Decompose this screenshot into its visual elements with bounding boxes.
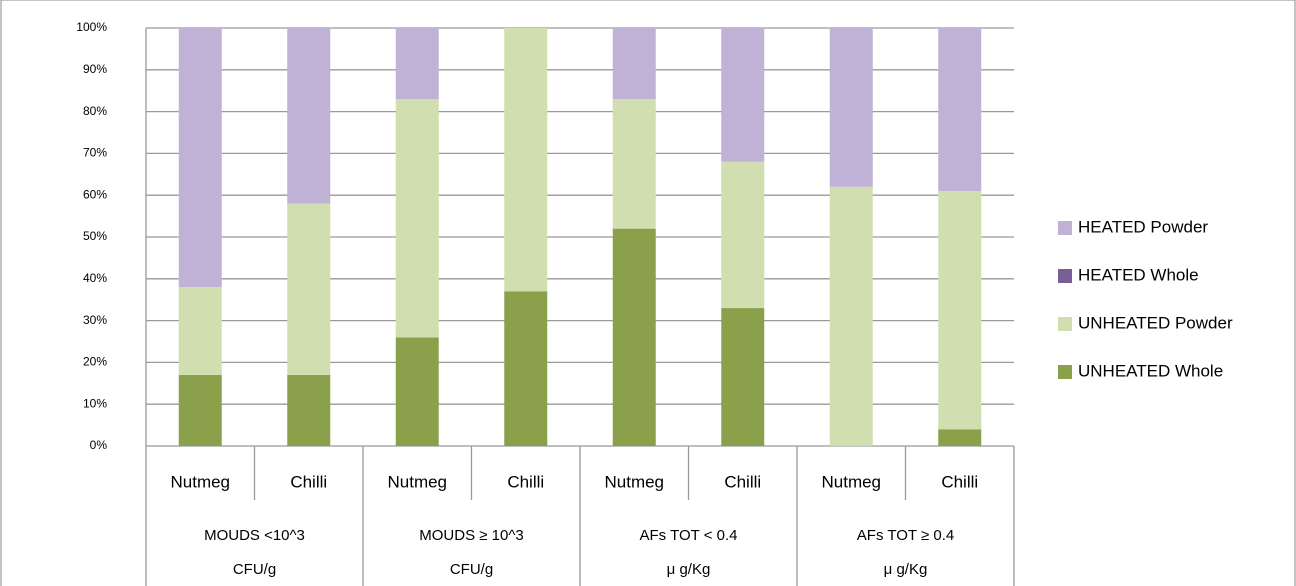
legend-label: UNHEATED Powder bbox=[1078, 313, 1233, 332]
bar-segment bbox=[178, 374, 222, 446]
legend-swatch bbox=[1058, 365, 1072, 379]
bar-segment bbox=[829, 28, 873, 187]
bar-segment bbox=[829, 186, 873, 446]
x-tick-label: Chilli bbox=[290, 472, 327, 491]
bar-segment bbox=[395, 99, 439, 338]
legend-label: HEATED Powder bbox=[1078, 217, 1208, 236]
bar-segment bbox=[721, 28, 765, 162]
legend-swatch bbox=[1058, 269, 1072, 283]
group-label: AFs TOT ≥ 0.4 bbox=[857, 527, 954, 544]
bar-segment bbox=[721, 308, 765, 446]
y-tick-label: 100% bbox=[76, 20, 107, 34]
bar-segment bbox=[938, 28, 982, 192]
group-label: CFU/g bbox=[450, 561, 493, 578]
group-label: μ g/Kg bbox=[667, 561, 711, 578]
x-tick-label: Nutmeg bbox=[170, 472, 230, 491]
group-label: AFs TOT < 0.4 bbox=[640, 527, 738, 544]
y-tick-label: 70% bbox=[83, 146, 107, 160]
legend-label: UNHEATED Whole bbox=[1078, 361, 1223, 380]
y-tick-label: 90% bbox=[83, 62, 107, 76]
x-tick-label: Chilli bbox=[507, 472, 544, 491]
y-tick-label: 80% bbox=[83, 104, 107, 118]
x-tick-label: Nutmeg bbox=[821, 472, 881, 491]
y-tick-label: 20% bbox=[83, 355, 107, 369]
legend-swatch bbox=[1058, 221, 1072, 235]
bar-segment bbox=[938, 191, 982, 430]
x-tick-label: Nutmeg bbox=[604, 472, 664, 491]
bar-segment bbox=[178, 287, 222, 375]
group-label: CFU/g bbox=[233, 561, 276, 578]
y-tick-label: 40% bbox=[83, 271, 107, 285]
group-label: MOUDS <10^3 bbox=[204, 527, 305, 544]
y-tick-label: 0% bbox=[90, 438, 108, 452]
legend-label: HEATED Whole bbox=[1078, 265, 1199, 284]
bar-segment bbox=[504, 291, 548, 446]
legend-swatch bbox=[1058, 317, 1072, 331]
x-tick-label: Nutmeg bbox=[387, 472, 447, 491]
y-tick-label: 30% bbox=[83, 313, 107, 327]
bar-segment bbox=[612, 228, 656, 446]
bar-segment bbox=[395, 337, 439, 446]
bar-segment bbox=[938, 429, 982, 446]
y-tick-label: 10% bbox=[83, 396, 107, 410]
bar-segment bbox=[612, 28, 656, 100]
bar-segment bbox=[395, 28, 439, 100]
x-tick-label: Chilli bbox=[724, 472, 761, 491]
y-tick-label: 60% bbox=[83, 187, 107, 201]
bar-segment bbox=[287, 203, 331, 375]
bar-segment bbox=[612, 99, 656, 229]
x-tick-label: Chilli bbox=[941, 472, 978, 491]
bar-segment bbox=[504, 28, 548, 292]
bar-segment bbox=[287, 374, 331, 446]
group-label: μ g/Kg bbox=[884, 561, 928, 578]
bar-segment bbox=[287, 28, 331, 204]
y-tick-label: 50% bbox=[83, 229, 107, 243]
bar-segment bbox=[721, 161, 765, 309]
group-label: MOUDS ≥ 10^3 bbox=[419, 527, 523, 544]
bar-segment bbox=[178, 28, 222, 288]
